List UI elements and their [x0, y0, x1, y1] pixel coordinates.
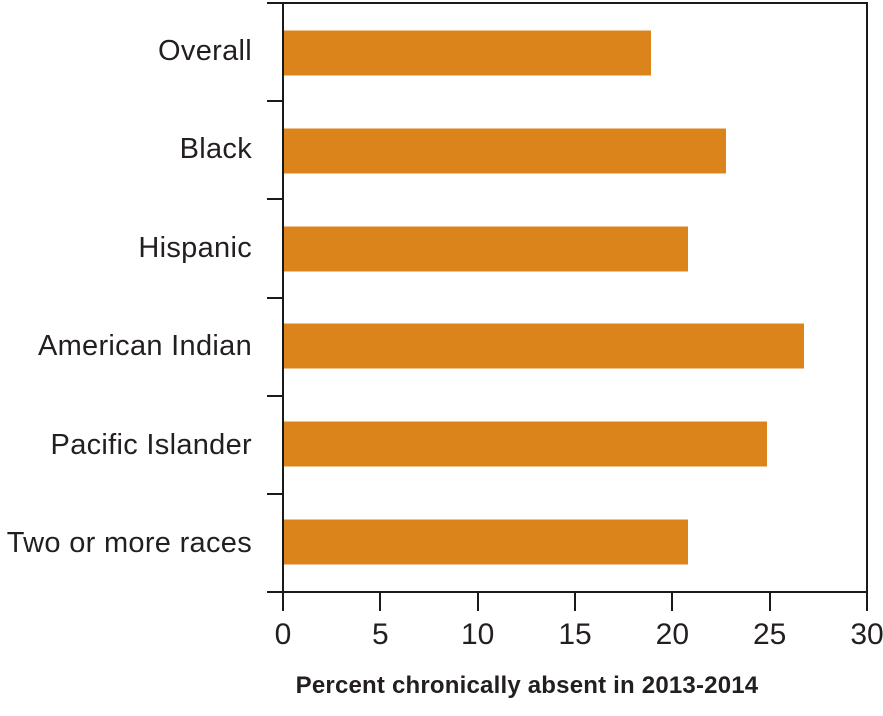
x-axis-tick-20 — [671, 593, 674, 611]
x-axis-title: Percent chronically absent in 2013-2014 — [295, 672, 759, 699]
bar-overall — [284, 30, 651, 76]
bar-two-or-more-races — [284, 519, 688, 565]
bar-pacific-islander — [284, 421, 768, 467]
category-band-american-indian — [284, 297, 866, 395]
y-axis-tick — [267, 591, 282, 593]
category-band-hispanic — [284, 200, 866, 298]
y-axis-tick — [267, 198, 282, 201]
category-band-overall — [284, 4, 866, 102]
category-label-american-indian: American Indian — [37, 330, 252, 363]
plot-area — [282, 2, 868, 593]
x-axis-tick-label-25: 25 — [752, 618, 787, 651]
x-axis-tick-5 — [379, 593, 382, 611]
category-label-hispanic: Hispanic — [138, 231, 252, 264]
x-axis-tick-10 — [476, 593, 479, 611]
y-axis-category-labels: Overall Black Hispanic American Indian Pacif… — [0, 2, 252, 593]
y-axis-tick — [267, 394, 282, 397]
x-axis-tick-label-10: 10 — [460, 618, 495, 651]
category-label-two-or-more-races: Two or more races — [6, 527, 252, 560]
y-axis-tick — [267, 296, 282, 299]
category-label-black: Black — [179, 133, 252, 166]
category-band-black — [284, 102, 866, 200]
category-label-overall: Overall — [158, 34, 252, 67]
y-axis-tick — [267, 2, 282, 4]
bar-american-indian — [284, 323, 804, 369]
x-axis-tick-0 — [282, 593, 284, 611]
x-axis-tick-label-15: 15 — [558, 618, 592, 651]
y-axis-tick — [267, 492, 282, 495]
x-axis-tick-25 — [768, 593, 771, 611]
bar-hispanic — [284, 226, 688, 272]
x-axis-tick-30 — [866, 593, 868, 611]
x-axis-tick-15 — [574, 593, 576, 611]
category-band-pacific-islander — [284, 395, 866, 493]
category-band-two-or-more-races — [284, 493, 866, 591]
category-label-pacific-islander: Pacific Islander — [50, 428, 252, 461]
x-axis-tick-label-20: 20 — [655, 618, 690, 651]
x-axis-tick-label-30: 30 — [850, 618, 883, 651]
bar-black — [284, 128, 727, 174]
y-axis-tick — [267, 100, 282, 103]
x-axis-tick-label-0: 0 — [274, 618, 292, 651]
x-axis-tick-label-5: 5 — [371, 618, 389, 651]
